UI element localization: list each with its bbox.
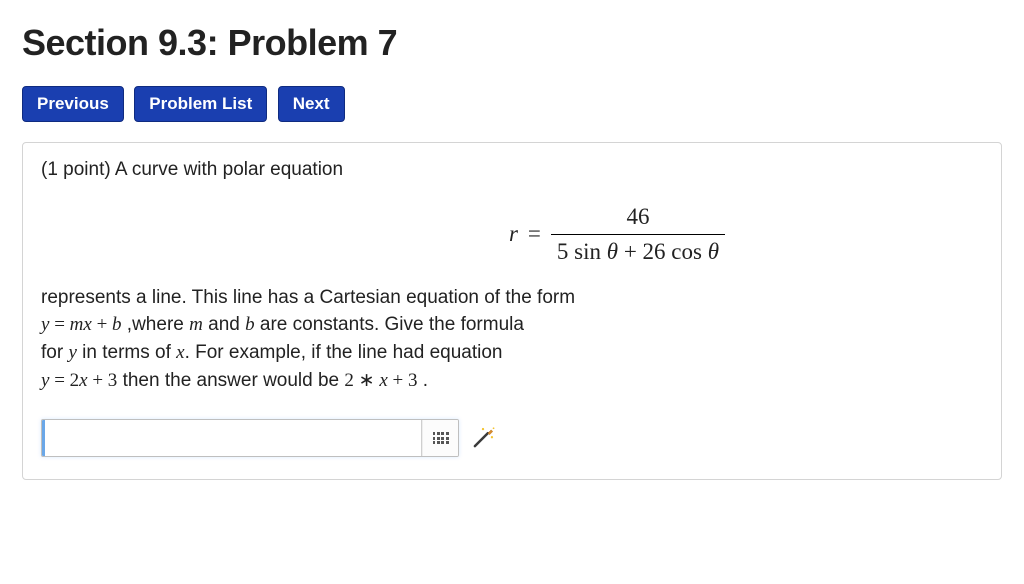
page-title: Section 9.3: Problem 7 — [22, 22, 1002, 64]
body-line-1: represents a line. This line has a Carte… — [41, 285, 983, 311]
eq-lhs: r — [509, 218, 518, 249]
polar-equation: r = 46 5 sin θ + 26 cos θ — [41, 201, 983, 267]
answer-input-group — [41, 419, 459, 457]
problem-panel: (1 point) A curve with polar equation r … — [22, 142, 1002, 480]
eq-fraction: 46 5 sin θ + 26 cos θ — [551, 201, 725, 267]
answer-row — [41, 419, 983, 457]
nav-buttons: Previous Problem List Next — [22, 86, 1002, 122]
problem-list-button[interactable]: Problem List — [134, 86, 267, 122]
problem-body: represents a line. This line has a Carte… — [41, 285, 983, 394]
problem-intro: (1 point) A curve with polar equation — [41, 157, 983, 183]
body-line-2: y = mx + b ,where m and b are constants.… — [41, 312, 983, 338]
math-palette-button[interactable] — [422, 420, 458, 456]
eq-equals: = — [528, 218, 541, 249]
answer-input[interactable] — [42, 420, 422, 456]
body-line-3: for y in terms of x. For example, if the… — [41, 340, 983, 366]
eq-numerator: 46 — [620, 201, 655, 234]
next-button[interactable]: Next — [278, 86, 345, 122]
body-line-4: y = 2x + 3 then the answer would be 2 ∗ … — [41, 368, 983, 394]
eq-denominator: 5 sin θ + 26 cos θ — [551, 234, 725, 267]
wand-icon[interactable] — [469, 425, 497, 451]
grid-icon — [433, 432, 449, 444]
previous-button[interactable]: Previous — [22, 86, 124, 122]
